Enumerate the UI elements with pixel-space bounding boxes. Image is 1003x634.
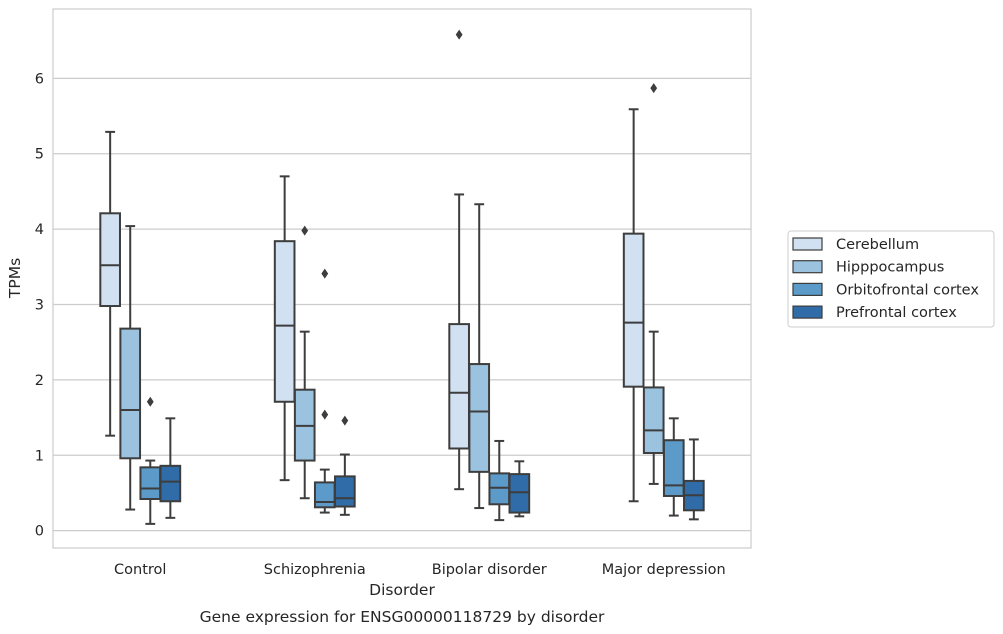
- box-group: [273, 175, 296, 482]
- x-tick-labels: Control Schizophrenia Bipolar disorder Majo…: [114, 562, 726, 578]
- y-tick-label: 5: [35, 147, 44, 163]
- outlier-point: [650, 83, 658, 94]
- box-iqr: [119, 327, 142, 460]
- box-group: [642, 83, 665, 485]
- legend-swatch: [792, 305, 823, 319]
- legend: Cerebellum Hipppocampus Orbitofrontal cort…: [787, 230, 995, 328]
- x-tick-label: Bipolar disorder: [432, 562, 547, 578]
- x-axis-label: Disorder: [369, 581, 435, 599]
- box-group: [334, 415, 356, 516]
- box-group: [119, 225, 142, 511]
- y-tick-label: 3: [35, 298, 44, 314]
- box-iqr: [468, 363, 491, 473]
- y-tick-label: 2: [35, 373, 44, 389]
- box-group: [622, 108, 645, 503]
- legend-swatch: [792, 237, 823, 251]
- y-gridlines: [53, 77, 751, 532]
- y-tick-label: 0: [35, 524, 44, 540]
- y-tick-label: 4: [35, 222, 44, 238]
- y-tick-label: 6: [35, 71, 44, 87]
- box-iqr: [622, 232, 645, 388]
- box-group: [662, 417, 685, 517]
- legend-label: Hipppocampus: [836, 260, 944, 276]
- box-iqr: [99, 212, 121, 308]
- legend-frame: [787, 230, 995, 328]
- box-group: [99, 130, 121, 437]
- y-axis-label: TPMs: [6, 258, 24, 299]
- box-groups: [99, 29, 705, 525]
- box-iqr: [642, 386, 665, 455]
- box-group: [683, 438, 705, 521]
- box-group: [468, 203, 491, 510]
- box-iqr: [488, 472, 511, 506]
- x-tick-label: Major depression: [602, 562, 726, 578]
- box-iqr: [448, 323, 470, 450]
- outlier-point: [301, 225, 309, 236]
- outlier-point: [321, 268, 329, 279]
- box-iqr: [334, 475, 356, 508]
- legend-swatch: [792, 260, 823, 274]
- outlier-point: [341, 415, 349, 426]
- legend-swatch: [792, 282, 823, 296]
- x-tick-label: Schizophrenia: [264, 562, 366, 578]
- box-group: [159, 417, 182, 519]
- outlier-point: [455, 29, 463, 40]
- chart-caption: Gene expression for ENSG00000118729 by d…: [200, 608, 605, 626]
- y-tick-label: 1: [35, 448, 44, 464]
- box-iqr: [273, 240, 296, 403]
- box-group: [293, 225, 316, 500]
- x-tick-label: Control: [114, 562, 166, 578]
- legend-label: Cerebellum: [836, 237, 919, 253]
- box-group: [508, 460, 531, 518]
- legend-label: Prefrontal cortex: [836, 305, 957, 321]
- outlier-point: [146, 396, 154, 407]
- box-iqr: [313, 481, 336, 509]
- y-tick-labels: 0 1 2 3 4 5 6: [35, 71, 44, 539]
- legend-label: Orbitofrontal cortex: [836, 282, 979, 298]
- box-iqr: [139, 466, 162, 501]
- box-iqr: [508, 473, 531, 514]
- box-iqr: [159, 464, 182, 503]
- box-iqr: [662, 439, 685, 497]
- outlier-point: [321, 409, 329, 420]
